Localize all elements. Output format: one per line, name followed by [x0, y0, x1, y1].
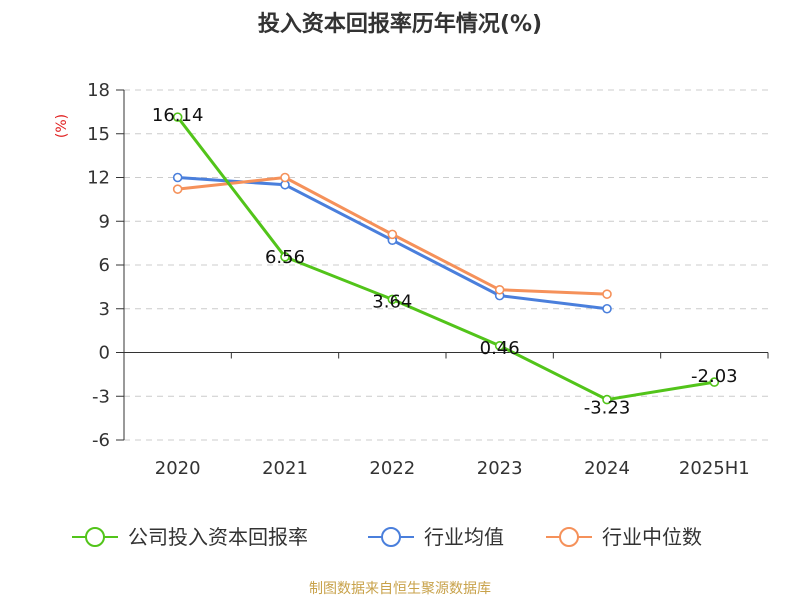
source-note: 制图数据来自恒生聚源数据库	[309, 581, 491, 597]
y-tick-label: 6	[99, 255, 110, 276]
data-point	[494, 340, 505, 351]
legend-label: 行业均值	[424, 525, 504, 549]
data-point	[172, 184, 183, 194]
data-point	[387, 294, 398, 305]
x-tick-label: 2024	[584, 458, 630, 479]
x-tick-label: 2022	[369, 458, 415, 479]
legend-label: 行业中位数	[602, 525, 702, 549]
data-point	[172, 112, 183, 122]
y-tick-label: 9	[99, 211, 110, 232]
data-point	[602, 303, 612, 314]
x-tick-label: 2025H1	[679, 458, 750, 479]
data-point	[280, 172, 290, 183]
data-point	[172, 172, 183, 183]
legend-marker	[559, 527, 579, 547]
y-tick-label: -3	[92, 386, 110, 407]
data-label: -3.23	[584, 398, 631, 419]
y-tick-label: 18	[87, 80, 110, 101]
y-tick-label: 3	[99, 299, 110, 320]
data-label: 3.64	[372, 291, 412, 312]
gridlines	[124, 89, 768, 441]
series-line	[176, 116, 715, 402]
x-tick-label: 2023	[477, 458, 523, 479]
series-points	[172, 112, 720, 405]
tick-labels: -6 -3 0 3 6 9 12 15 18 2020 2021 2022 2023 2024 2025H1…	[54, 80, 750, 479]
data-point	[602, 289, 612, 299]
data-point	[494, 284, 505, 295]
data-label: -2.03	[691, 366, 738, 387]
chart-title: 投入资本回报率历年情况(%)	[257, 12, 543, 37]
legend-marker	[85, 527, 105, 547]
legend-marker	[381, 527, 401, 547]
y-axis-title: (%)	[54, 114, 70, 138]
data-label: 0.46	[480, 338, 520, 359]
y-tick-label: 12	[87, 168, 110, 189]
y-tick-label: -6	[92, 430, 110, 451]
y-tick-label: 0	[99, 343, 110, 364]
y-tick-label: 15	[87, 124, 110, 145]
data-labels: 16.14 6.56 3.64 0.46 -3.23 -2.03	[152, 105, 738, 418]
data-label: 6.56	[265, 247, 305, 268]
data-point	[280, 252, 290, 262]
x-tick-label: 2020	[155, 458, 201, 479]
legend-label: 公司投入资本回报率	[128, 525, 308, 549]
data-label: 16.14	[152, 105, 204, 126]
data-point	[602, 394, 612, 405]
data-point	[387, 229, 398, 240]
data-point	[709, 377, 720, 387]
axes	[116, 89, 769, 441]
x-tick-label: 2021	[262, 458, 308, 479]
legend: 公司投入资本回报率 行业均值 行业中位数	[72, 525, 702, 549]
